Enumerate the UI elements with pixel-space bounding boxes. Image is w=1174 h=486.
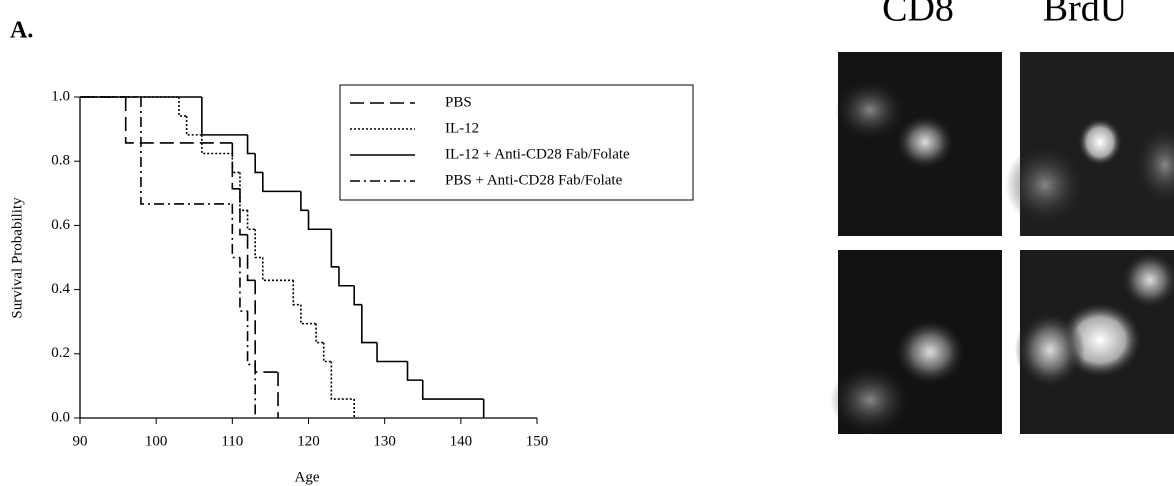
survival-step: [201, 134, 233, 155]
survival-step: [292, 280, 301, 306]
survival-step: [300, 304, 317, 325]
y-axis-title: Survival Probability: [9, 197, 25, 319]
image-feature: [1120, 250, 1174, 310]
survival-step: [239, 257, 248, 312]
y-tick-label: 1.0: [51, 88, 70, 104]
legend-label: PBS + Anti-CD28 Fab/Folate: [445, 172, 623, 188]
image-feature: [835, 80, 905, 140]
image-feature: [1078, 118, 1122, 166]
survival-step: [307, 210, 332, 231]
x-tick-label: 130: [373, 433, 396, 449]
image-header: CD8: [882, 0, 954, 30]
image-feature: [1135, 125, 1174, 205]
image-header: BrdU: [1043, 0, 1127, 30]
legend-label: PBS: [445, 94, 472, 110]
survival-step: [246, 311, 256, 366]
survival-step: [421, 380, 484, 400]
survival-step: [353, 285, 362, 306]
survival-step: [231, 142, 240, 190]
survival-step: [262, 172, 301, 193]
survival-step: [338, 266, 355, 287]
x-tick-label: 120: [297, 433, 320, 449]
image-feature: [894, 318, 966, 386]
legend-label: IL-12 + Anti-CD28 Fab/Folate: [445, 146, 630, 162]
survival-step: [322, 342, 332, 363]
y-tick-label: 0.2: [51, 345, 70, 361]
survival-step: [239, 188, 248, 236]
x-tick-label: 110: [221, 433, 243, 449]
survival-step: [376, 342, 408, 363]
image-feature: [830, 365, 910, 435]
x-tick-label: 140: [450, 433, 473, 449]
y-tick-label: 0.4: [51, 281, 70, 297]
x-tick-label: 100: [145, 433, 168, 449]
survival-step: [185, 115, 202, 136]
survival-step: [231, 203, 240, 259]
survival-step: [124, 97, 233, 144]
x-tick-label: 150: [526, 433, 549, 449]
survival-step: [254, 229, 263, 259]
survival-step: [361, 304, 378, 344]
survival-step: [140, 97, 233, 205]
y-tick-label: 0.6: [51, 217, 70, 233]
y-tick-label: 0.8: [51, 153, 70, 169]
image-feature: [895, 114, 955, 170]
survival-step: [231, 153, 240, 174]
survival-step: [406, 361, 423, 381]
survival-step: [254, 280, 279, 373]
survival-step: [315, 323, 324, 344]
survival-step: [330, 361, 355, 400]
micrographs: [830, 52, 1174, 435]
image-feature: [1005, 145, 1085, 225]
survival-step: [300, 191, 309, 212]
survival-step: [254, 153, 263, 174]
survival-step: [330, 229, 339, 268]
survival-step: [239, 172, 248, 212]
x-axis-title: Age: [295, 469, 320, 485]
legend-label: IL-12: [445, 120, 479, 136]
panel-label: A.: [10, 18, 33, 44]
x-tick-label: 90: [73, 433, 88, 449]
survival-step: [262, 257, 294, 282]
survival-step: [246, 234, 256, 282]
image-feature: [1015, 310, 1085, 390]
survival-step: [178, 97, 187, 117]
y-tick-label: 0.0: [51, 409, 70, 425]
survival-step: [201, 97, 248, 136]
survival-step: [246, 134, 256, 155]
survival-step: [246, 210, 256, 231]
